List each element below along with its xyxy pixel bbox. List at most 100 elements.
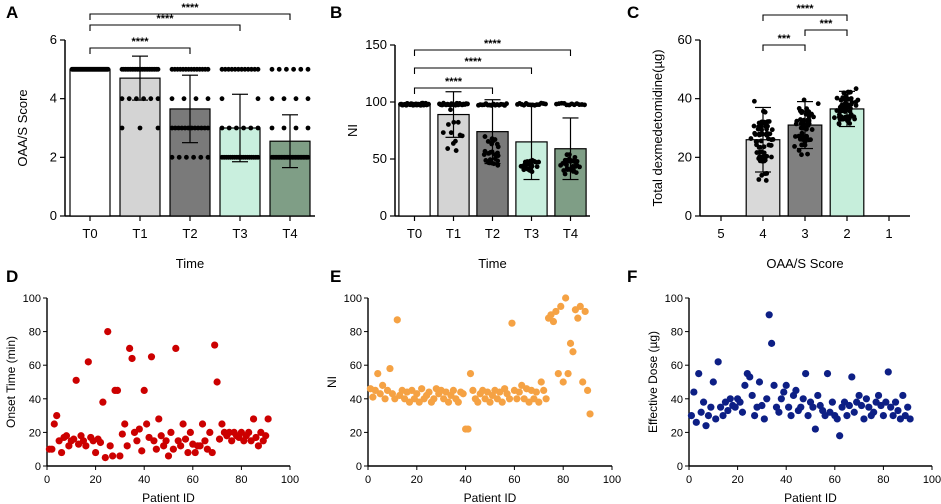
x-tick-label: 60 (187, 474, 199, 486)
scatter-point (566, 339, 575, 347)
data-dot (840, 116, 846, 122)
y-tick-label: 0 (356, 461, 362, 473)
scatter-point (454, 398, 462, 406)
data-dot (291, 66, 296, 72)
scatter-point (535, 398, 543, 406)
scatter-point (53, 412, 61, 420)
data-dot (495, 144, 501, 150)
significance-bracket (804, 29, 848, 36)
data-dot (241, 125, 247, 131)
data-dot (801, 136, 807, 142)
x-tick-label: 80 (235, 474, 247, 486)
data-dot (759, 149, 765, 155)
scatter-point (181, 435, 190, 443)
data-dot (226, 125, 232, 131)
data-dot (305, 66, 311, 72)
y-axis-label: NI (325, 376, 339, 388)
data-dot (219, 96, 225, 102)
scatter-point (249, 415, 258, 423)
scatter-point (557, 302, 565, 310)
scatter-point (845, 401, 853, 410)
data-dot (198, 154, 204, 160)
data-dot (809, 127, 815, 132)
scatter-point (84, 358, 92, 366)
scatter-point (562, 294, 570, 302)
data-dot (762, 109, 768, 115)
scatter-point (549, 317, 558, 326)
y-tick-label: 50 (373, 151, 387, 166)
x-tick-label: T4 (563, 226, 578, 241)
scatter-point (770, 381, 778, 389)
scatter-point (699, 398, 708, 406)
y-axis-label: NI (345, 124, 360, 137)
scatter-point (814, 391, 822, 400)
x-tick-label: 100 (281, 474, 299, 486)
y-tick-label: 60 (678, 32, 692, 47)
data-dot (758, 123, 764, 129)
data-dot (831, 115, 837, 121)
scatter-point (150, 437, 158, 445)
scatter-point (96, 438, 105, 447)
data-dot (847, 108, 853, 114)
x-tick-label: 20 (89, 474, 101, 486)
scatter-point (695, 370, 703, 378)
scatter-point (811, 425, 819, 433)
data-dot (806, 121, 812, 126)
x-tick-label: 100 (923, 474, 941, 486)
y-tick-label: 20 (350, 427, 362, 439)
y-tick-label: 100 (344, 293, 362, 305)
scatter-point (707, 403, 715, 411)
y-tick-label: 4 (50, 91, 57, 106)
y-tick-label: 80 (29, 327, 41, 339)
x-tick-label: 4 (759, 226, 766, 241)
data-dot (523, 161, 529, 167)
data-dot (134, 96, 139, 102)
scatter-point (785, 403, 793, 411)
x-tick-label: 5 (717, 226, 724, 241)
x-axis-label: Patient ID (142, 491, 195, 504)
data-dot (846, 114, 852, 120)
data-dot (305, 125, 311, 131)
data-dot (293, 125, 299, 131)
scatter-point (738, 408, 747, 416)
data-dot (842, 101, 848, 107)
y-tick-label: 60 (29, 360, 41, 372)
scatter-point (714, 358, 722, 366)
x-tick-label: 0 (686, 474, 692, 486)
scatter-point (138, 447, 146, 455)
data-dot (448, 130, 454, 136)
data-dot (793, 121, 799, 127)
scatter-point (704, 412, 713, 420)
scatter-point (164, 452, 173, 460)
scatter-point (106, 442, 114, 450)
data-dot (137, 125, 143, 131)
significance-bracket (413, 49, 572, 56)
scatter-point (179, 420, 187, 428)
scatter-point (177, 442, 185, 450)
x-tick-label: 80 (557, 474, 569, 486)
scatter-point (147, 353, 156, 361)
scatter-point (157, 432, 165, 440)
data-dot (205, 154, 211, 160)
data-dot (797, 136, 803, 142)
scatter-point (882, 398, 890, 406)
data-dot (219, 125, 225, 131)
scatter-point (792, 386, 800, 394)
data-dot (276, 66, 282, 72)
data-dot (446, 122, 451, 127)
scatter-point (537, 378, 545, 386)
x-tick-label: 3 (801, 226, 808, 241)
data-dot (757, 144, 763, 150)
scatter-point (167, 428, 175, 436)
data-dot (798, 117, 803, 122)
data-dot (766, 142, 772, 148)
data-dot (489, 141, 495, 147)
scatter-point (780, 388, 788, 396)
data-dot (792, 144, 797, 149)
scatter-point (809, 403, 817, 411)
scatter-point (748, 391, 756, 400)
scatter-point (843, 412, 851, 420)
data-dot (759, 119, 765, 125)
panel-label-d: D (6, 267, 18, 286)
